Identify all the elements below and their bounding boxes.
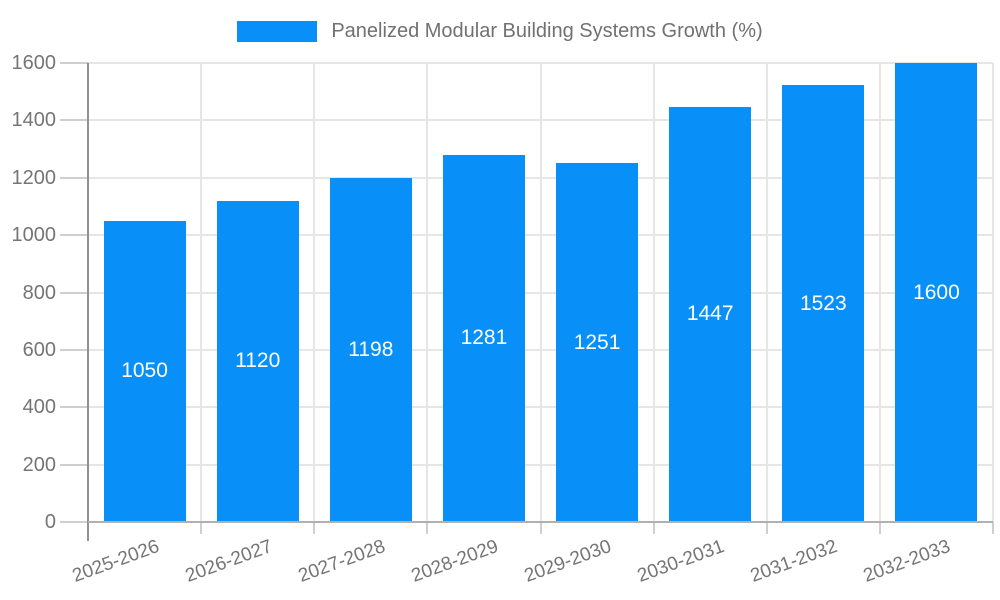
y-axis-tick xyxy=(60,521,88,523)
y-tick-label: 0 xyxy=(44,511,56,533)
x-gridline xyxy=(765,63,768,522)
bar-value-label: 1050 xyxy=(121,359,168,383)
y-tick-label: 600 xyxy=(22,338,56,361)
y-tick-label: 800 xyxy=(22,281,56,304)
bar[interactable] xyxy=(669,106,752,522)
y-axis-tick xyxy=(60,234,88,237)
y-tick-label: 200 xyxy=(22,453,56,476)
bar-value-label: 1523 xyxy=(799,291,847,315)
bar[interactable] xyxy=(442,154,525,522)
y-axis-tick xyxy=(60,463,88,466)
x-axis-tick xyxy=(878,522,881,534)
x-axis-tick xyxy=(652,522,655,534)
legend-label: Panelized Modular Building Systems Growt… xyxy=(331,20,763,42)
x-axis-tick xyxy=(992,522,994,534)
bar[interactable] xyxy=(216,200,299,522)
bar[interactable] xyxy=(895,63,978,522)
x-gridline xyxy=(992,63,994,522)
y-tick-label: 400 xyxy=(22,396,56,419)
y-tick-label: 1400 xyxy=(11,109,57,132)
bar-value-label: 1198 xyxy=(348,338,394,362)
y-axis-tick xyxy=(60,119,88,122)
y-axis-tick xyxy=(60,348,88,351)
x-axis-tick xyxy=(200,522,203,534)
y-axis-tick xyxy=(60,176,88,179)
bar[interactable] xyxy=(782,85,865,522)
y-tick-label: 1200 xyxy=(11,166,57,189)
x-gridline xyxy=(878,63,881,522)
bar[interactable] xyxy=(103,220,186,522)
x-axis-tick xyxy=(426,522,429,534)
bar-value-label: 1251 xyxy=(573,330,621,354)
bar-value-label: 1281 xyxy=(460,326,508,350)
bar-value-label: 1600 xyxy=(913,280,960,304)
x-gridline xyxy=(652,63,655,522)
bar-value-label: 1120 xyxy=(235,349,281,373)
x-axis-tick xyxy=(765,522,768,534)
x-gridline xyxy=(313,63,316,522)
chart-legend[interactable]: Panelized Modular Building Systems Growt… xyxy=(0,20,1000,43)
x-axis-tick xyxy=(313,522,316,534)
x-gridline xyxy=(539,63,542,522)
bar[interactable] xyxy=(556,163,639,522)
y-axis-tick xyxy=(60,406,88,409)
y-axis-tick xyxy=(60,291,88,294)
x-axis-baseline xyxy=(88,521,993,523)
y-axis-line xyxy=(87,63,89,541)
bar[interactable] xyxy=(329,178,412,522)
x-gridline xyxy=(200,63,203,522)
y-tick-label: 1600 xyxy=(11,52,57,74)
bar-value-label: 1447 xyxy=(686,302,734,326)
x-gridline xyxy=(426,63,429,522)
y-axis-tick xyxy=(60,62,88,64)
y-tick-label: 1000 xyxy=(11,224,57,247)
legend-swatch xyxy=(237,21,318,42)
x-axis-tick xyxy=(539,522,542,534)
